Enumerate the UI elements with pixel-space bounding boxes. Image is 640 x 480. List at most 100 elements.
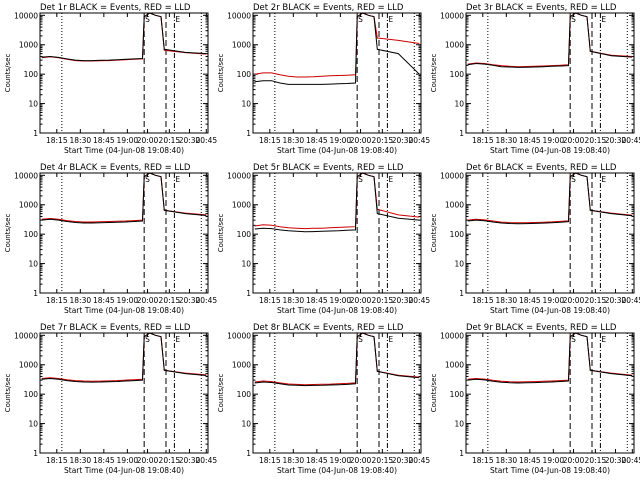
x-tick-label: 18:15 xyxy=(46,456,68,465)
y-tick-label: 10000 xyxy=(14,171,38,180)
series-lld-line xyxy=(41,12,207,62)
y-tick-label: 100 xyxy=(450,230,465,239)
y-tick-label: 10 xyxy=(454,420,464,429)
y-tick-label: 1000 xyxy=(445,41,464,50)
x-tick-label: 18:30 xyxy=(70,296,92,305)
x-tick-label: 19:00 xyxy=(117,136,139,145)
y-tick-label: 1000 xyxy=(232,201,251,210)
y-tick-label: 10000 xyxy=(227,331,251,340)
y-axis-label: Counts/sec xyxy=(4,54,12,93)
x-tick-label: 18:45 xyxy=(519,296,541,305)
x-tick-label: 20:30 xyxy=(605,296,627,305)
x-tick-label: 20:30 xyxy=(392,296,414,305)
x-tick-label: 20:45 xyxy=(622,456,640,465)
y-tick-label: 100 xyxy=(237,230,252,239)
panel-title: Det 4r BLACK = Events, RED = LLD xyxy=(40,163,191,173)
x-tick-label: 20:15 xyxy=(372,456,394,465)
saa-start-marker: S xyxy=(145,175,150,184)
x-tick-label: 20:15 xyxy=(372,136,394,145)
x-tick-label: 20:45 xyxy=(409,296,431,305)
panel-det-3: Det 3r BLACK = Events, RED = LLD 1 10 100 10… xyxy=(430,3,640,155)
series-events-line xyxy=(254,332,420,387)
x-tick-label: 18:45 xyxy=(93,456,115,465)
panel-det-5: Det 5r BLACK = Events, RED = LLD 1 10 100 10… xyxy=(217,163,430,315)
x-tick-label: 20:00 xyxy=(350,456,372,465)
x-tick-label: 20:15 xyxy=(159,136,181,145)
series-lld-line xyxy=(254,332,420,386)
y-tick-label: 100 xyxy=(24,230,39,239)
panel-det-8: Det 8r BLACK = Events, RED = LLD 1 10 100 10… xyxy=(217,323,430,475)
x-tick-label: 18:30 xyxy=(496,296,518,305)
x-tick-label: 18:30 xyxy=(283,136,305,145)
saa-end-marker: E xyxy=(601,175,606,184)
x-tick-label: 19:00 xyxy=(543,456,565,465)
y-tick-label: 100 xyxy=(450,70,465,79)
saa-start-marker: S xyxy=(145,335,150,344)
plot-frame xyxy=(465,172,635,294)
saa-start-marker: S xyxy=(358,175,363,184)
y-axis-label: Counts/sec xyxy=(217,54,225,93)
y-axis-label: Counts/sec xyxy=(430,374,438,413)
x-tick-label: 19:00 xyxy=(543,296,565,305)
y-tick-label: 10000 xyxy=(440,11,464,20)
x-tick-label: 20:45 xyxy=(409,456,431,465)
x-tick-label: 18:15 xyxy=(259,296,281,305)
y-tick-label: 10 xyxy=(241,260,251,269)
saa-end-marker: E xyxy=(175,335,180,344)
x-tick-label: 18:45 xyxy=(306,456,328,465)
plot-frame xyxy=(252,332,422,454)
series-events-line xyxy=(467,332,633,384)
panel-title: Det 1r BLACK = Events, RED = LLD xyxy=(40,3,191,13)
saa-end-marker: E xyxy=(175,15,180,24)
x-axis-label: Start Time (04-Jun-08 19:08:40) xyxy=(277,306,397,315)
y-axis-label: Counts/sec xyxy=(430,54,438,93)
series-lld-line xyxy=(254,172,420,230)
y-tick-label: 1000 xyxy=(19,41,38,50)
x-tick-label: 20:00 xyxy=(350,296,372,305)
x-tick-label: 18:15 xyxy=(259,136,281,145)
panel-title: Det 6r BLACK = Events, RED = LLD xyxy=(466,163,617,173)
x-axis-label: Start Time (04-Jun-08 19:08:40) xyxy=(490,466,610,475)
x-tick-label: 19:00 xyxy=(543,136,565,145)
series-events-line xyxy=(467,172,633,225)
y-axis-label: Counts/sec xyxy=(217,374,225,413)
x-axis-label: Start Time (04-Jun-08 19:08:40) xyxy=(277,146,397,155)
saa-end-marker: E xyxy=(601,15,606,24)
series-events-line xyxy=(41,172,207,224)
plot-frame xyxy=(252,172,422,294)
series-lld-line xyxy=(41,172,207,223)
saa-start-marker: S xyxy=(571,15,576,24)
plot-frame xyxy=(39,332,209,454)
x-tick-label: 20:00 xyxy=(350,136,372,145)
y-axis-label: Counts/sec xyxy=(217,214,225,253)
y-tick-label: 10 xyxy=(28,420,38,429)
x-tick-label: 19:00 xyxy=(330,136,352,145)
series-events-line xyxy=(254,12,420,85)
x-axis-label: Start Time (04-Jun-08 19:08:40) xyxy=(277,466,397,475)
saa-start-marker: S xyxy=(358,335,363,344)
y-tick-label: 1 xyxy=(459,289,464,298)
series-lld-line xyxy=(254,12,420,78)
plot-frame xyxy=(39,172,209,294)
y-tick-label: 100 xyxy=(450,390,465,399)
saa-start-marker: S xyxy=(571,175,576,184)
y-tick-label: 1000 xyxy=(19,361,38,370)
y-axis-label: Counts/sec xyxy=(4,214,12,253)
panel-title: Det 3r BLACK = Events, RED = LLD xyxy=(466,3,617,13)
x-tick-label: 20:30 xyxy=(392,136,414,145)
series-events-line xyxy=(467,12,633,68)
x-tick-label: 20:45 xyxy=(196,296,218,305)
y-tick-label: 100 xyxy=(237,70,252,79)
x-tick-label: 20:00 xyxy=(137,296,159,305)
panel-det-7: Det 7r BLACK = Events, RED = LLD 1 10 100 10… xyxy=(4,323,217,475)
series-events-line xyxy=(41,12,207,62)
x-tick-label: 20:15 xyxy=(159,456,181,465)
x-tick-label: 18:45 xyxy=(306,136,328,145)
x-tick-label: 20:00 xyxy=(563,296,585,305)
y-tick-label: 1 xyxy=(246,129,251,138)
x-axis-label: Start Time (04-Jun-08 19:08:40) xyxy=(490,146,610,155)
x-tick-label: 18:30 xyxy=(283,296,305,305)
x-tick-label: 19:00 xyxy=(330,296,352,305)
x-tick-label: 20:30 xyxy=(179,296,201,305)
x-tick-label: 20:30 xyxy=(179,456,201,465)
